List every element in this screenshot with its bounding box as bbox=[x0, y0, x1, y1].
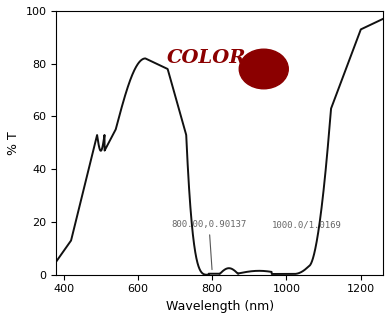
Text: COLOR: COLOR bbox=[167, 49, 246, 68]
Text: 1000.0/1.0169: 1000.0/1.0169 bbox=[272, 220, 342, 229]
Circle shape bbox=[239, 49, 288, 89]
Y-axis label: % T: % T bbox=[7, 131, 20, 155]
X-axis label: Wavelength (nm): Wavelength (nm) bbox=[166, 300, 274, 313]
Text: 800.00,0.90137: 800.00,0.90137 bbox=[171, 220, 246, 270]
